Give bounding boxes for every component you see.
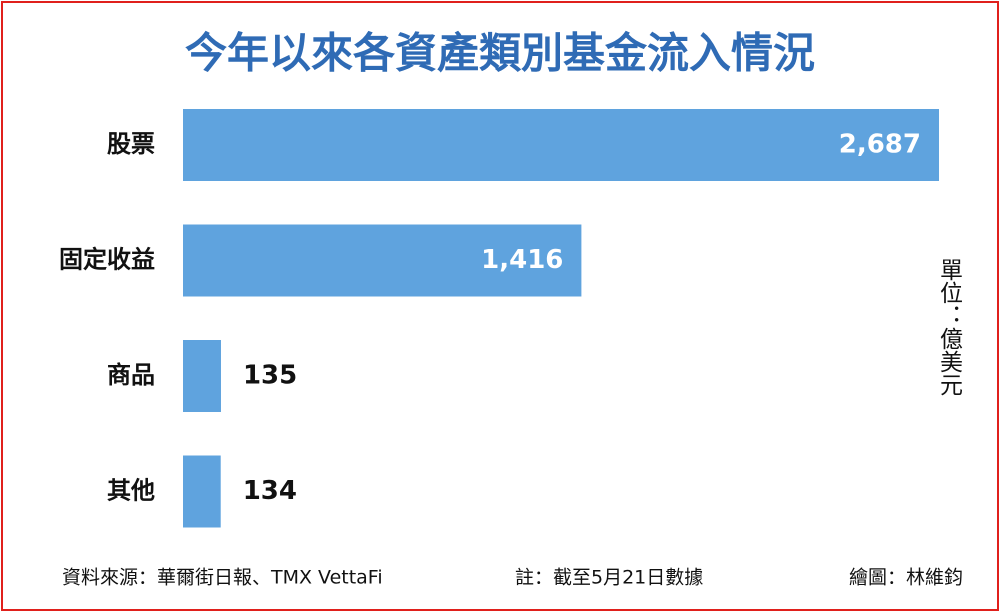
category-label: 商品 [107,361,155,389]
category-label: 股票 [107,130,155,158]
value-label: 2,687 [839,130,921,160]
bar [183,109,939,181]
credit: 繪圖：林維鈞 [849,567,963,589]
value-label: 134 [243,476,297,506]
bar [183,340,221,412]
value-label: 135 [243,361,297,391]
source: 資料來源：華爾街日報、TMX VettaFi [62,567,383,589]
category-label: 其他 [107,477,155,505]
chart-title: 今年以來各資產類別基金流入情況 [185,29,815,78]
category-label: 固定收益 [59,246,155,274]
value-label: 1,416 [481,245,563,275]
bar [183,224,582,297]
note: 註：截至5月21日數據 [515,567,703,589]
unit-label: 單位：億美元 [936,258,964,396]
bar [183,455,221,528]
